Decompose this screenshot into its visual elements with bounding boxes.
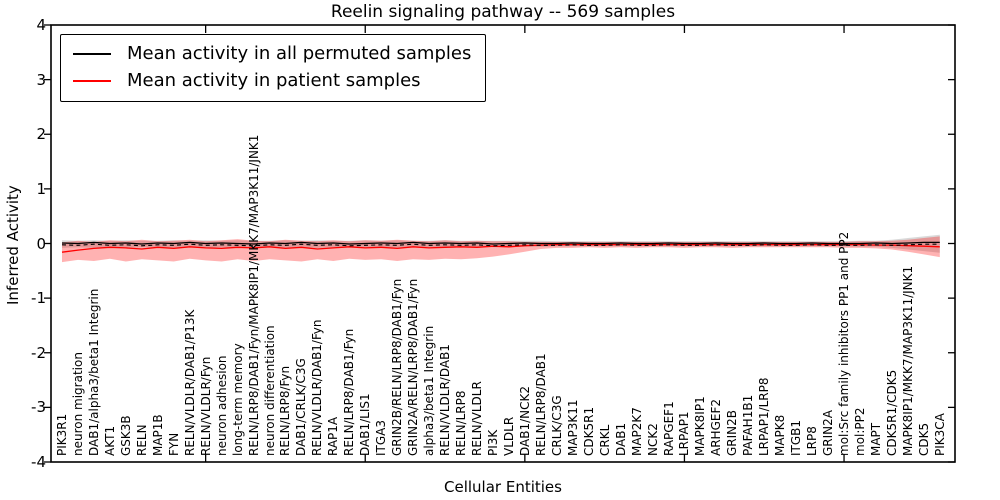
- x-entity-label: CRKL: [597, 424, 612, 456]
- x-entity-label: PIK3CA: [932, 413, 947, 456]
- x-entity-label: neuron migration: [71, 352, 85, 456]
- y-tick-label: -2: [31, 343, 46, 362]
- x-entity-label: MAP3K11: [565, 399, 580, 456]
- x-entity-label: PIK3R1: [55, 413, 69, 456]
- x-entity-label: ITGA3: [374, 419, 389, 456]
- x-entity-label: alpha3/beta1 Integrin: [422, 325, 437, 456]
- y-tick-label: 2: [36, 125, 46, 144]
- x-entity-label: CRLK/C3G: [549, 395, 564, 456]
- legend-item: Mean activity in all permuted samples: [73, 40, 471, 67]
- x-entity-label: RELN/LRP8/DAB1: [533, 353, 548, 456]
- x-entity-label: RAPGEF1: [661, 401, 676, 456]
- x-entity-label: CDK5R1/CDK5: [884, 369, 899, 456]
- y-tick-label: 1: [36, 179, 46, 198]
- x-entity-label: CDK5R1: [581, 406, 596, 456]
- x-entity-label: RELN/VLDLR/DAB1/P13K: [182, 309, 197, 456]
- legend-label: Mean activity in all permuted samples: [127, 42, 472, 64]
- x-entity-label: DAB1/CRLK/C3G: [294, 358, 309, 456]
- x-entity-label: neuron adhesion: [214, 355, 229, 456]
- x-entity-label: FYN: [166, 432, 181, 456]
- x-entity-label: CDK5: [916, 422, 931, 456]
- x-entity-label: RELN/VLDLR: [470, 381, 484, 456]
- x-entity-label: RELN/VLDLR/Fyn: [198, 356, 213, 456]
- x-entity-label: DAB1/NCK2: [517, 385, 532, 456]
- x-entity-label: neuron differentiation: [262, 325, 277, 456]
- x-entity-label: DAB1/alpha3/beta1 Integrin: [86, 288, 101, 456]
- x-entity-label: DAB1/LIS1: [358, 393, 373, 456]
- x-entity-label: RAP1A: [326, 416, 341, 456]
- x-entity-label: GRIN2A/RELN/LRP8/DAB1/Fyn: [406, 278, 421, 456]
- x-entity-label: LRP8: [805, 426, 820, 456]
- band-patient-samples-band: [62, 236, 940, 263]
- y-axis-label: Inferred Activity: [4, 185, 22, 305]
- x-entity-label: RELN/LRP8/DAB1/Fyn: [342, 328, 357, 456]
- legend: Mean activity in all permuted samples Me…: [60, 34, 487, 102]
- x-entity-label: PI3K: [485, 429, 500, 456]
- y-tick-label: -4: [31, 453, 46, 471]
- x-entity-label: PAFAH1B1: [741, 394, 756, 456]
- x-entity-label: DAB1: [613, 422, 628, 456]
- x-entity-label: NCK2: [645, 423, 660, 456]
- x-entity-label: mol:PP2: [853, 407, 867, 456]
- x-axis-label: Cellular Entities: [444, 478, 562, 496]
- x-entity-label: GSK3B: [118, 415, 133, 456]
- dashed-mean-line: [61, 243, 940, 247]
- x-entity-label: ITGB1: [789, 419, 804, 456]
- x-entity-label: GRIN2B: [725, 409, 740, 456]
- x-entity-label: MAP1B: [150, 414, 165, 456]
- x-entity-label: MAPK8: [773, 414, 788, 456]
- x-entity-label: LRPAP1: [677, 411, 692, 456]
- x-entity-label: LRPAP1/LRP8: [757, 377, 772, 456]
- x-entity-label: RELN/VLDLR/DAB1: [438, 344, 452, 456]
- legend-line-permuted-icon: [73, 52, 111, 55]
- x-entity-label: long-term memory: [230, 343, 245, 456]
- x-entity-label: VLDLR: [501, 416, 516, 456]
- patient-mean-line: [61, 243, 940, 253]
- x-entity-label: MAPT: [869, 422, 883, 456]
- x-entity-label: MAP2K7: [629, 407, 644, 456]
- chart-title: Reelin signaling pathway -- 569 samples: [330, 2, 676, 22]
- permuted-mean-line: [61, 241, 940, 245]
- y-tick-label: 0: [36, 234, 46, 253]
- x-entity-label: mol:Src family inhibitors PP1 and PP2: [837, 231, 851, 456]
- legend-item: Mean activity in patient samples: [73, 67, 471, 94]
- x-entity-label: RELN: [134, 424, 149, 456]
- x-entity-label: RELN/VLDLR/DAB1/Fyn: [310, 319, 325, 456]
- x-entity-label: RELN/LRP8: [454, 390, 468, 456]
- y-tick-label: 4: [36, 16, 46, 34]
- x-entity-label: MAPK8IP1: [693, 396, 708, 456]
- legend-line-patient-icon: [73, 79, 111, 82]
- x-entity-label: GRIN2A: [821, 410, 836, 456]
- legend-label: Mean activity in patient samples: [127, 69, 421, 91]
- y-tick-label: 3: [36, 70, 46, 89]
- x-entity-label: RELN/LRP8/Fyn: [278, 365, 293, 456]
- x-entity-label: MAPK8IP1/MKK7/MAP3K11/JNK1: [900, 265, 915, 456]
- x-entity-label: ARHGEF2: [709, 399, 724, 456]
- x-entity-label: AKT1: [102, 425, 117, 456]
- x-entity-label: RELN/LRP8/DAB1/Fyn/MAPK8IP1/MKK7/MAP3K11…: [246, 134, 261, 456]
- y-tick-label: -3: [31, 398, 46, 417]
- y-tick-label: -1: [31, 289, 46, 308]
- x-entity-label: GRIN2B/RELN/LRP8/DAB1/Fyn: [390, 278, 405, 456]
